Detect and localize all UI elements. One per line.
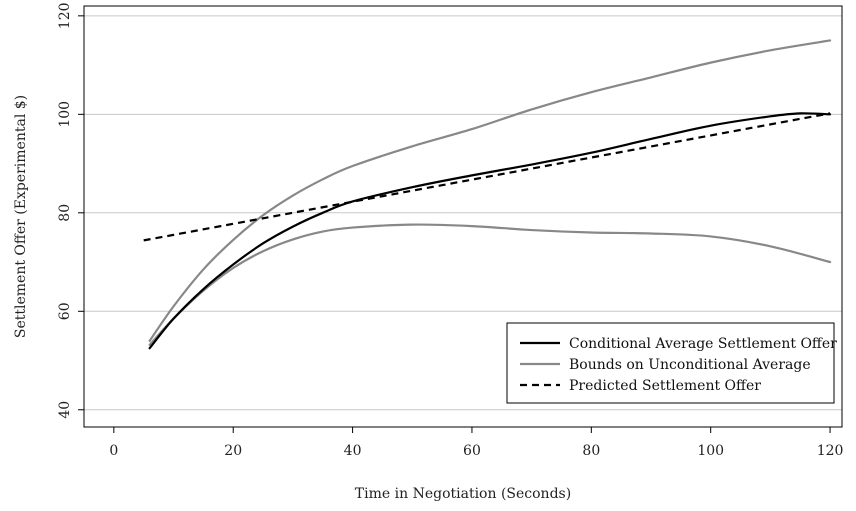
gridlines xyxy=(84,15,842,411)
plot-frame xyxy=(83,5,843,428)
x-tick-label-80: 80 xyxy=(582,443,600,459)
series-lines xyxy=(143,39,832,350)
y-tick-label-80: 80 xyxy=(57,204,73,222)
y-axis: 40 60 80 100 120 xyxy=(57,2,84,419)
series-line-3 xyxy=(143,112,831,242)
x-tick-label-100: 100 xyxy=(697,443,724,459)
x-tick-label-40: 40 xyxy=(344,443,362,459)
series-line-0 xyxy=(148,112,832,350)
y-tick-label-120: 120 xyxy=(57,2,73,29)
legend-label-2: Predicted Settlement Offer xyxy=(569,378,761,394)
x-axis: 0 20 40 60 80 100 120 xyxy=(109,427,843,459)
x-tick-label-120: 120 xyxy=(817,443,844,459)
legend-label-0: Conditional Average Settlement Offer xyxy=(569,336,837,352)
legend: Conditional Average Settlement Offer Boun… xyxy=(506,322,837,404)
x-tick-label-60: 60 xyxy=(463,443,481,459)
y-axis-title: Settlement Offer (Experimental $) xyxy=(13,95,29,338)
x-tick-label-0: 0 xyxy=(109,443,118,459)
x-axis-title: Time in Negotiation (Seconds) xyxy=(355,486,571,502)
legend-box xyxy=(506,322,835,404)
series-line-2 xyxy=(148,223,832,346)
y-tick-label-40: 40 xyxy=(57,401,73,419)
y-tick-label-60: 60 xyxy=(57,302,73,320)
series-line-1 xyxy=(148,39,832,342)
legend-label-1: Bounds on Unconditional Average xyxy=(569,357,811,373)
y-tick-label-100: 100 xyxy=(57,101,73,128)
x-tick-label-20: 20 xyxy=(224,443,242,459)
